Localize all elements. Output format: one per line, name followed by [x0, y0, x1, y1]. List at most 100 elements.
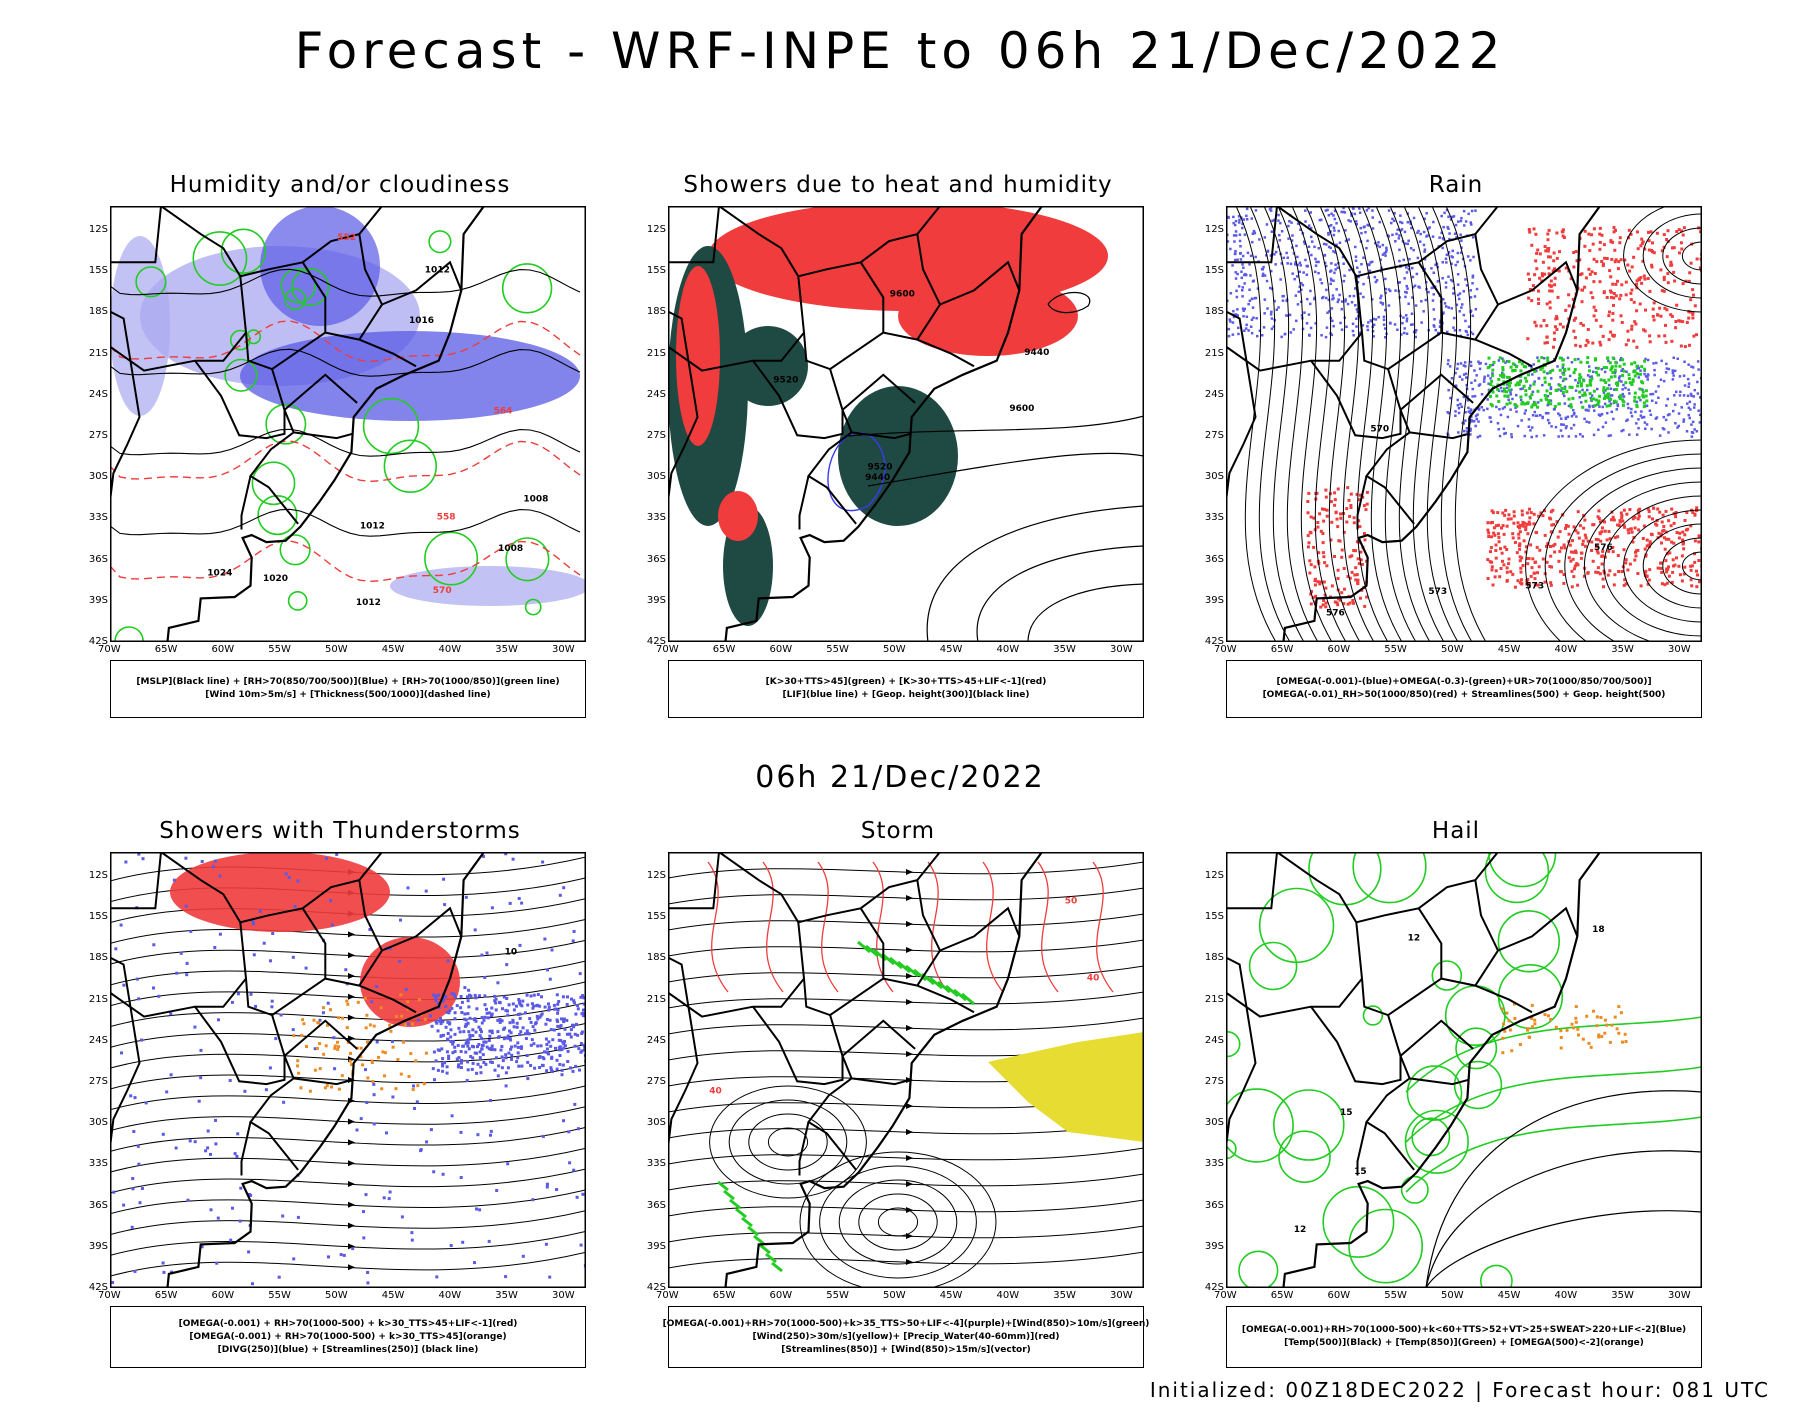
strong-ascent-pixel: [1559, 384, 1562, 387]
ascent-pixel: [1313, 246, 1316, 249]
rain-pixel: [1359, 551, 1362, 554]
rain-pixel: [1625, 558, 1628, 561]
divergence-pixel: [546, 1018, 549, 1021]
divergence-pixel: [184, 857, 187, 860]
ascent-pixel: [1644, 428, 1647, 431]
rain-pixel: [1348, 499, 1351, 502]
ascent-pixel: [1545, 412, 1548, 415]
divergence-pixel: [461, 1001, 464, 1004]
rain-pixel: [1528, 508, 1531, 511]
rain-pixel: [1682, 282, 1685, 285]
rain-pixel: [1604, 530, 1607, 533]
divergence-pixel: [432, 1170, 435, 1173]
divergence-pixel: [466, 995, 469, 998]
strong-ascent-pixel: [1607, 379, 1610, 382]
divergence-pixel: [243, 1090, 246, 1093]
rain-pixel: [1663, 233, 1666, 236]
divergence-pixel: [463, 986, 466, 989]
rain-pixel: [1555, 315, 1558, 318]
lon-tick-label: 40W: [439, 1290, 462, 1301]
strong-ascent-pixel: [1503, 390, 1506, 393]
ascent-pixel: [1472, 388, 1475, 391]
ascent-pixel: [1283, 257, 1286, 260]
rain-pixel: [1595, 260, 1598, 263]
divergence-pixel: [441, 1057, 444, 1060]
rain-pixel: [1562, 326, 1565, 329]
rain-pixel: [1616, 524, 1619, 527]
divergence-pixel: [462, 1030, 465, 1033]
rain-pixel: [1621, 570, 1624, 573]
divergence-pixel: [129, 1094, 132, 1097]
omega-pixel: [1510, 1049, 1513, 1052]
ascent-pixel: [1287, 225, 1290, 228]
ascent-pixel: [1249, 274, 1252, 277]
rain-pixel: [1512, 522, 1515, 525]
divergence-pixel: [483, 1019, 486, 1022]
rain-pixel: [1353, 516, 1356, 519]
ascent-pixel: [1674, 403, 1677, 406]
rain-pixel: [1602, 578, 1605, 581]
rain-pixel: [1631, 531, 1634, 534]
divergence-pixel: [180, 952, 183, 955]
lon-tick-label: 40W: [1555, 1290, 1578, 1301]
divergence-pixel: [559, 1045, 562, 1048]
ascent-pixel: [1602, 406, 1605, 409]
shower-pixel: [383, 1074, 386, 1077]
ascent-pixel: [1256, 335, 1259, 338]
ascent-pixel: [1447, 216, 1450, 219]
lon-tick-label: 55W: [826, 1290, 849, 1301]
rain-pixel: [1318, 582, 1321, 585]
rain-pixel: [1621, 321, 1624, 324]
panel-title: Rain: [1186, 172, 1726, 198]
shower-pixel: [337, 1045, 340, 1048]
ascent-pixel: [1693, 428, 1696, 431]
rain-pixel: [1524, 526, 1527, 529]
ascent-pixel: [1394, 240, 1397, 243]
ascent-pixel: [1543, 434, 1546, 437]
ascent-pixel: [1359, 212, 1362, 215]
omega-pixel: [1572, 1026, 1575, 1029]
rain-pixel: [1670, 340, 1673, 343]
rain-pixel: [1587, 571, 1590, 574]
ascent-pixel: [1470, 419, 1473, 422]
ascent-pixel: [1475, 374, 1478, 377]
ascent-pixel: [1686, 430, 1689, 433]
contour-label: 1012: [425, 265, 450, 275]
contour-label: 18: [1592, 925, 1605, 935]
rain-pixel: [1572, 551, 1575, 554]
ascent-pixel: [1567, 357, 1570, 360]
shower-pixel: [341, 1074, 344, 1077]
rain-pixel: [1581, 272, 1584, 275]
ascent-pixel: [1249, 300, 1252, 303]
ascent-pixel: [1630, 408, 1633, 411]
contour-label: 9600: [890, 290, 915, 300]
divergence-pixel: [210, 1208, 213, 1211]
rain-pixel: [1337, 539, 1340, 542]
ascent-pixel: [1674, 422, 1677, 425]
ascent-pixel: [1335, 222, 1338, 225]
rain-pixel: [1649, 540, 1652, 543]
rain-pixel: [1689, 565, 1692, 568]
ascent-pixel: [1458, 298, 1461, 301]
strong-ascent-pixel: [1602, 386, 1605, 389]
ascent-pixel: [1370, 319, 1373, 322]
divergence-pixel: [558, 1048, 561, 1051]
rain-pixel: [1661, 521, 1664, 524]
ascent-pixel: [1672, 374, 1675, 377]
ascent-pixel: [1304, 209, 1307, 212]
divergence-pixel: [533, 1029, 536, 1032]
lat-tick-label: 12S: [80, 870, 108, 881]
ascent-pixel: [1317, 272, 1320, 275]
divergence-pixel: [446, 1050, 449, 1053]
divergence-pixel: [556, 1020, 559, 1023]
divergence-pixel: [448, 1009, 451, 1012]
divergence-pixel: [512, 1002, 515, 1005]
ascent-pixel: [1579, 433, 1582, 436]
ascent-pixel: [1470, 365, 1473, 368]
ascent-pixel: [1241, 263, 1244, 266]
strong-ascent-pixel: [1619, 394, 1622, 397]
thunderstorm-area: [170, 852, 390, 932]
divergence-pixel: [582, 1009, 585, 1012]
ascent-pixel: [1697, 368, 1700, 371]
